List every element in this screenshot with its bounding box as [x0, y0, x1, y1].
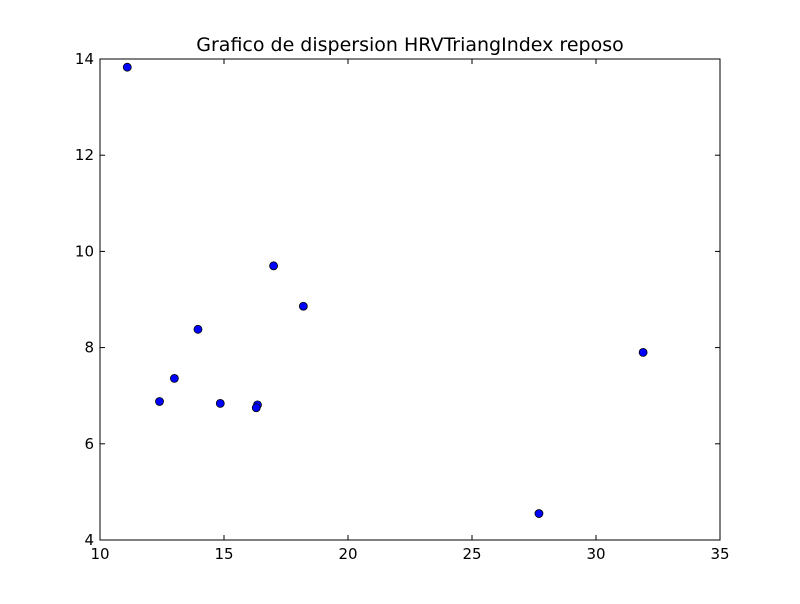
- data-point: [534, 509, 544, 518]
- data-point: [638, 348, 648, 357]
- y-tick-label: 4: [84, 531, 94, 549]
- data-point: [169, 373, 179, 383]
- data-point: [155, 397, 164, 406]
- points-layer: [122, 62, 648, 518]
- y-tick-label: 12: [75, 146, 94, 164]
- data-point: [269, 261, 279, 271]
- y-tick-label: 8: [84, 339, 94, 357]
- x-tick-label: 35: [710, 545, 729, 563]
- data-point: [193, 324, 203, 334]
- y-tick-label: 10: [75, 242, 94, 260]
- x-tick-label: 20: [338, 545, 357, 563]
- x-tick-label: 30: [586, 545, 605, 563]
- data-point: [215, 398, 225, 408]
- ticks-layer: 10 15 20 25 30 35 4 6 8 10 12 14: [75, 50, 730, 563]
- chart-title: Grafico de dispersion HRVTriangIndex rep…: [196, 34, 624, 56]
- x-tick-label: 25: [462, 545, 481, 563]
- data-point: [298, 301, 308, 311]
- y-tick-label: 14: [75, 50, 94, 68]
- x-tick-label: 15: [214, 545, 233, 563]
- y-tick-label: 6: [84, 435, 94, 453]
- plot-frame: [99, 58, 721, 541]
- data-point: [122, 62, 132, 72]
- data-point: [251, 403, 261, 413]
- x-tick-label: 10: [90, 545, 109, 563]
